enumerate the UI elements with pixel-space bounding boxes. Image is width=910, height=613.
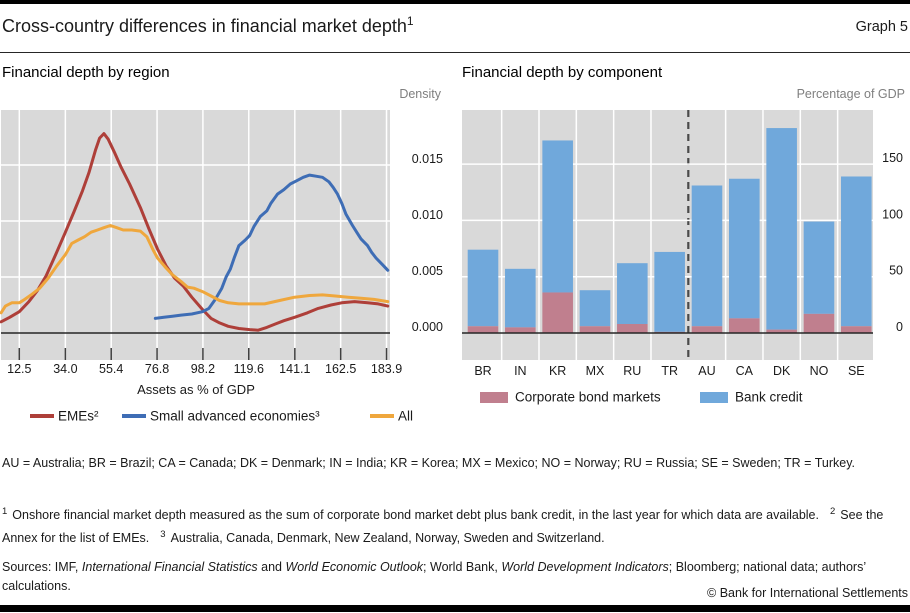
legend-label-bank-credit: Bank credit — [735, 390, 803, 405]
bar-no-corporate-bonds — [803, 313, 835, 333]
footnote-3-text: Australia, Canada, Denmark, New Zealand,… — [170, 530, 605, 545]
sources-publication-1: International Financial Statistics — [81, 559, 258, 574]
left-plot-area — [1, 110, 390, 360]
bar-label-dk: DK — [773, 364, 791, 378]
bar-label-se: SE — [848, 364, 865, 378]
bar-no-bank-credit — [803, 221, 835, 314]
y-tick-label: 50 — [889, 264, 903, 278]
right-panel-title: Financial depth by component — [462, 64, 663, 81]
sources-publication-3: World Development Indicators — [501, 559, 669, 574]
legend-label-corporate-bond-markets: Corporate bond markets — [515, 390, 661, 405]
bar-br-bank-credit — [467, 249, 499, 327]
x-tick-label: 119.6 — [234, 362, 264, 376]
left-unit-label: Density — [399, 87, 441, 101]
sources-text: Sources: IMF, International Financial St… — [2, 558, 908, 596]
y-tick-label: 100 — [882, 207, 903, 221]
abbreviations-text: AU = Australia; BR = Brazil; CA = Canada… — [2, 455, 856, 470]
sources-mid-2: ; World Bank, — [423, 559, 502, 574]
x-tick-label: 34.0 — [53, 362, 77, 376]
bar-label-au: AU — [698, 364, 715, 378]
bar-label-br: BR — [474, 364, 491, 378]
x-tick-label: 141.1 — [279, 362, 310, 376]
bar-se-bank-credit — [841, 176, 872, 327]
bar-label-mx: MX — [586, 364, 605, 378]
bar-dk-corporate-bonds — [766, 329, 797, 333]
bar-au-corporate-bonds — [691, 326, 723, 333]
bar-in-bank-credit — [505, 268, 536, 328]
footnote-2-text: See the Annex for the list of EMEs. — [2, 507, 884, 545]
bar-label-in: IN — [514, 364, 527, 378]
sources-mid-1: and — [257, 559, 286, 574]
legend-label-emes: EMEs² — [58, 409, 99, 424]
density-line-chart: 12.5 34.0 55.4 76.8 98.2 119.6 141.1 162.5 183.9… — [0, 110, 443, 424]
bar-dk-bank-credit — [766, 128, 797, 330]
x-tick-label: 183.9 — [371, 362, 402, 376]
footnote-1-text: Onshore financial market depth measured … — [12, 507, 819, 522]
bar-ca-bank-credit — [729, 178, 760, 319]
copyright-notice: © Bank for International Settlements — [707, 586, 908, 600]
bar-label-kr: KR — [549, 364, 566, 378]
footnote-3-marker: 3 — [160, 528, 166, 540]
bar-mx-bank-credit — [579, 290, 611, 327]
title-divider — [0, 52, 910, 53]
footnote-1-marker: 1 — [2, 505, 8, 517]
graph-number-label: Graph 5 — [855, 19, 908, 35]
legend-swatch-bank-credit — [700, 392, 728, 403]
bar-kr-corporate-bonds — [542, 292, 573, 333]
sources-suffix: ; Bloomberg; national data; authors’ cal… — [2, 559, 866, 593]
legend-swatch-corporate-bond-markets — [480, 392, 508, 403]
top-rule-bar — [0, 0, 910, 4]
page-title-text: Cross-country differences in financial m… — [2, 16, 407, 36]
bar-ru-corporate-bonds — [617, 323, 648, 333]
y-tick-label: 150 — [882, 151, 903, 165]
right-unit-label: Percentage of GDP — [796, 87, 905, 101]
bar-label-ca: CA — [736, 364, 754, 378]
x-axis-title: Assets as % of GDP — [137, 382, 255, 397]
x-tick-label: 76.8 — [145, 362, 169, 376]
bar-mx-corporate-bonds — [579, 326, 611, 333]
page-title-footnote-marker: 1 — [406, 14, 414, 28]
bar-label-no: NO — [810, 364, 829, 378]
bar-ca-corporate-bonds — [729, 318, 760, 333]
y-tick-label: 0.005 — [412, 264, 443, 278]
small-advanced-economies-curve — [153, 173, 390, 320]
bar-se-corporate-bonds — [841, 326, 872, 333]
x-tick-label: 162.5 — [325, 362, 356, 376]
legend-label-small-advanced-economies: Small advanced economies³ — [150, 409, 320, 424]
y-tick-label: 0 — [896, 320, 903, 334]
x-tick-label: 98.2 — [191, 362, 215, 376]
component-bar-chart: BR IN KR MX RU TR AU CA DK NO SE 0 50 100 150 Corporate… — [462, 110, 903, 405]
bar-tr-bank-credit — [654, 251, 685, 332]
page-title: Cross-country differences in financial m… — [2, 14, 414, 37]
bar-kr-bank-credit — [542, 140, 573, 293]
left-panel-title: Financial depth by region — [2, 64, 170, 81]
legend-label-all: All — [398, 409, 413, 424]
x-tick-label: 12.5 — [7, 362, 31, 376]
y-tick-label: 0.010 — [412, 208, 443, 222]
sources-publication-2: World Economic Outlook — [285, 559, 424, 574]
bar-au-bank-credit — [691, 185, 723, 327]
all-curve — [0, 224, 390, 315]
y-tick-label: 0.015 — [412, 152, 443, 166]
bar-in-corporate-bonds — [505, 327, 536, 333]
bar-ru-bank-credit — [617, 263, 648, 324]
footnotes-text: 1 Onshore financial market depth measured… — [2, 502, 908, 548]
y-tick-label: 0.000 — [412, 320, 443, 334]
sources-prefix: Sources: IMF, — [2, 559, 82, 574]
bar-label-tr: TR — [661, 364, 678, 378]
footnote-2-marker: 2 — [830, 505, 836, 517]
bottom-rule-bar — [0, 605, 910, 612]
bar-label-ru: RU — [623, 364, 641, 378]
bar-br-corporate-bonds — [467, 326, 499, 333]
x-tick-label: 55.4 — [99, 362, 123, 376]
